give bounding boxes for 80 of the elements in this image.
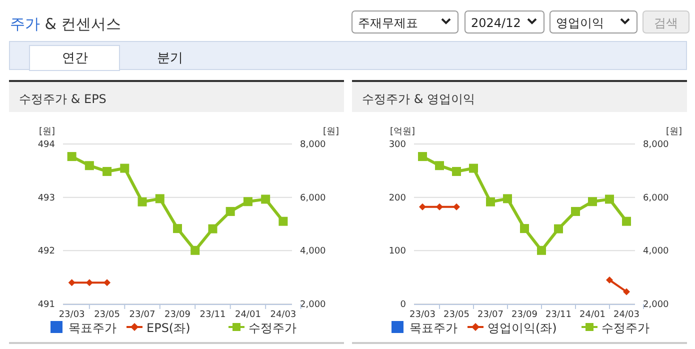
text: 영업이익 [556, 16, 604, 30]
y2-tick-label: 2,000 [643, 300, 670, 310]
point [469, 164, 478, 173]
point [486, 197, 495, 206]
point [452, 166, 461, 176]
point [571, 206, 580, 216]
text: 주가 & 컨센서스 [10, 15, 122, 33]
legend-label: EPS(좌) [146, 321, 190, 335]
y2-tick-label: 4,000 [300, 246, 326, 257]
point [208, 224, 218, 234]
point [554, 224, 563, 234]
y-axis-title: [억원] [390, 127, 416, 137]
y2-tick-label: 6,000 [300, 193, 326, 204]
chart-title: 수정주가 & EPS [19, 92, 106, 106]
point [102, 166, 112, 176]
point [278, 216, 288, 226]
x-tick-label: 23/07 [478, 310, 504, 320]
point [503, 194, 512, 204]
legend-label: 목표주가 [410, 321, 458, 335]
x-tick-label: 24/01 [234, 310, 261, 320]
point [155, 194, 164, 204]
point [261, 194, 270, 204]
text: 분기 [157, 51, 183, 66]
point [537, 246, 546, 255]
y-tick-label: 491 [38, 300, 55, 310]
point [623, 288, 630, 296]
legend-label: 영업이익(좌) [488, 321, 557, 335]
x-tick-label: 23/09 [512, 310, 538, 320]
point [606, 276, 613, 284]
x-tick-label: 23/11 [200, 310, 226, 320]
y2-axis-title: [원] [666, 127, 682, 137]
point [84, 161, 94, 170]
text: 검색 [654, 16, 678, 30]
text: 주재무제표 [358, 16, 418, 30]
point [67, 152, 76, 162]
point [138, 197, 147, 206]
point [190, 246, 200, 255]
x-tick-label: 23/03 [58, 310, 85, 320]
point [622, 216, 631, 226]
point [605, 194, 614, 204]
point [435, 161, 444, 170]
y2-tick-label: 8,000 [300, 140, 326, 150]
point [243, 197, 252, 206]
x-tick-label: 24/03 [614, 310, 640, 320]
x-tick-label: 23/05 [94, 310, 120, 320]
point [226, 206, 235, 216]
x-tick-label: 23/07 [129, 310, 156, 320]
y-tick-label: 493 [38, 193, 55, 204]
point [453, 203, 460, 210]
x-tick-label: 23/11 [546, 310, 572, 320]
point [173, 224, 182, 234]
chart-title: 수정주가 & 영업이익 [362, 92, 475, 106]
y-axis-title: [원] [39, 127, 56, 137]
point [436, 203, 443, 210]
y2-axis-title: [원] [322, 127, 339, 137]
y2-tick-label: 4,000 [643, 246, 670, 257]
legend-label: 수정주가 [248, 321, 296, 335]
y2-tick-label: 8,000 [643, 140, 670, 150]
y-tick-label: 200 [388, 193, 406, 204]
point [418, 152, 427, 162]
y-tick-label: 100 [388, 246, 406, 257]
x-tick-label: 23/03 [410, 310, 436, 320]
legend-label: 목표주가 [68, 321, 116, 335]
text: 연간 [62, 51, 88, 66]
y2-tick-label: 2,000 [300, 300, 326, 310]
y-tick-label: 494 [38, 140, 56, 150]
point [419, 203, 426, 210]
text: 2024/12 [471, 16, 521, 30]
y-tick-label: 492 [38, 246, 55, 257]
x-tick-label: 24/03 [270, 310, 296, 320]
point [120, 164, 130, 173]
x-tick-label: 23/05 [444, 310, 470, 320]
x-tick-label: 24/01 [580, 310, 606, 320]
legend-label: 수정주가 [602, 321, 650, 335]
x-tick-label: 23/09 [164, 310, 191, 320]
y2-tick-label: 6,000 [643, 193, 670, 204]
y-tick-label: 0 [400, 300, 406, 310]
point [520, 224, 529, 234]
point [588, 197, 597, 206]
y-tick-label: 300 [388, 140, 406, 150]
